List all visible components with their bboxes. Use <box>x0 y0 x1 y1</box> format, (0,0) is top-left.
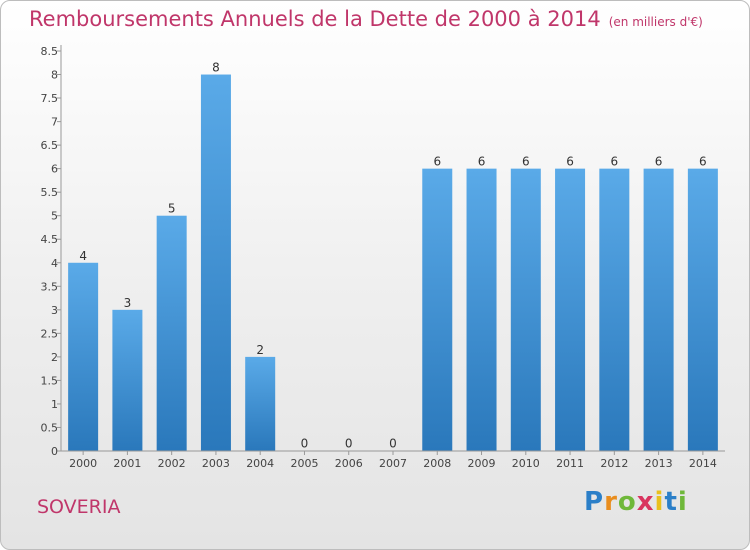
x-tick-label: 2003 <box>202 457 230 470</box>
bar-value-label: 6 <box>655 155 663 169</box>
x-tick-label: 2012 <box>600 457 628 470</box>
bar-value-label: 6 <box>566 155 574 169</box>
bar <box>422 168 453 451</box>
x-tick-label: 2011 <box>556 457 584 470</box>
x-tick-label: 2006 <box>335 457 363 470</box>
bar-value-label: 6 <box>478 155 486 169</box>
x-axis: 2000 2001 2002 2003 2004 2005 2006 2007 2008 2009… <box>61 450 725 470</box>
x-tick-label: 2013 <box>645 457 673 470</box>
bar-value-label: 6 <box>433 155 441 169</box>
y-tick-label: 5 <box>51 210 58 223</box>
chart-title: Remboursements Annuels de la Dette de 20… <box>29 7 703 31</box>
proxiti-logo: Proxiti <box>584 487 688 517</box>
logo-letter: i <box>677 487 688 517</box>
chart-title-text: Remboursements Annuels de la Dette de 20… <box>29 7 601 31</box>
y-tick-label: 6.5 <box>41 139 59 152</box>
x-tick-label: 2008 <box>423 457 451 470</box>
bar-value-label: 6 <box>611 155 619 169</box>
bar-value-label: 3 <box>124 296 132 310</box>
bar-value-label: 6 <box>522 155 530 169</box>
y-tick-label: 0.5 <box>41 421 59 434</box>
bar <box>245 356 276 451</box>
y-tick-label: 5.5 <box>41 186 59 199</box>
bar-value-label: 0 <box>389 437 397 451</box>
bar <box>555 168 586 451</box>
bar-value-label: 0 <box>301 437 309 451</box>
y-tick-label: 4.5 <box>41 233 59 246</box>
logo-letter: i <box>654 487 665 517</box>
bar <box>68 262 99 451</box>
bar-value-label: 6 <box>699 155 707 169</box>
bars: 4 3 5 8 2 0 0 0 6 6 6 6 6 6 6 <box>68 61 718 451</box>
bar <box>599 168 630 451</box>
bar <box>112 309 143 451</box>
y-tick-label: 1 <box>51 398 58 411</box>
x-tick-label: 2002 <box>158 457 186 470</box>
y-tick-label: 7.5 <box>41 92 59 105</box>
y-tick-label: 3 <box>51 304 58 317</box>
x-tick-label: 2000 <box>69 457 97 470</box>
y-tick-label: 6 <box>51 163 58 176</box>
logo-letter: x <box>636 487 655 517</box>
y-tick-label: 7 <box>51 116 58 129</box>
bar <box>643 168 674 451</box>
y-tick-label: 8.5 <box>41 45 59 58</box>
y-tick-label: 8 <box>51 69 58 82</box>
y-tick-label: 2.5 <box>41 327 59 340</box>
bar <box>200 74 231 451</box>
bar <box>156 215 187 451</box>
x-tick-label: 2010 <box>512 457 540 470</box>
bar <box>687 168 718 451</box>
y-tick-label: 4 <box>51 257 58 270</box>
x-tick-label: 2009 <box>468 457 496 470</box>
x-tick-label: 2007 <box>379 457 407 470</box>
bar-value-label: 0 <box>345 437 353 451</box>
logo-letter: t <box>664 487 678 517</box>
bar-value-label: 5 <box>168 202 176 216</box>
y-tick-label: 2 <box>51 351 58 364</box>
chart-subtitle: (en milliers d'€) <box>608 15 703 29</box>
x-tick-label: 2001 <box>113 457 141 470</box>
bar-value-label: 2 <box>256 343 264 357</box>
town-name: SOVERIA <box>37 496 121 518</box>
bar-value-label: 4 <box>79 249 87 263</box>
x-tick-label: 2005 <box>290 457 318 470</box>
x-tick-label: 2004 <box>246 457 274 470</box>
bar <box>466 168 497 451</box>
x-tick-label: 2014 <box>689 457 717 470</box>
y-tick-label: 3.5 <box>41 280 59 293</box>
bar <box>510 168 541 451</box>
logo-letter: r <box>604 487 618 517</box>
y-tick-label: 0 <box>51 445 58 458</box>
y-axis: 0 0.5 1 1.5 2 2.5 3 3.5 4 4.5 5 5.5 6 6.5 7 7.5 8 8.5 <box>41 45 62 458</box>
y-tick-label: 1.5 <box>41 374 59 387</box>
logo-letter: o <box>617 487 637 517</box>
bar-value-label: 8 <box>212 61 220 75</box>
logo-letter: P <box>584 487 605 517</box>
